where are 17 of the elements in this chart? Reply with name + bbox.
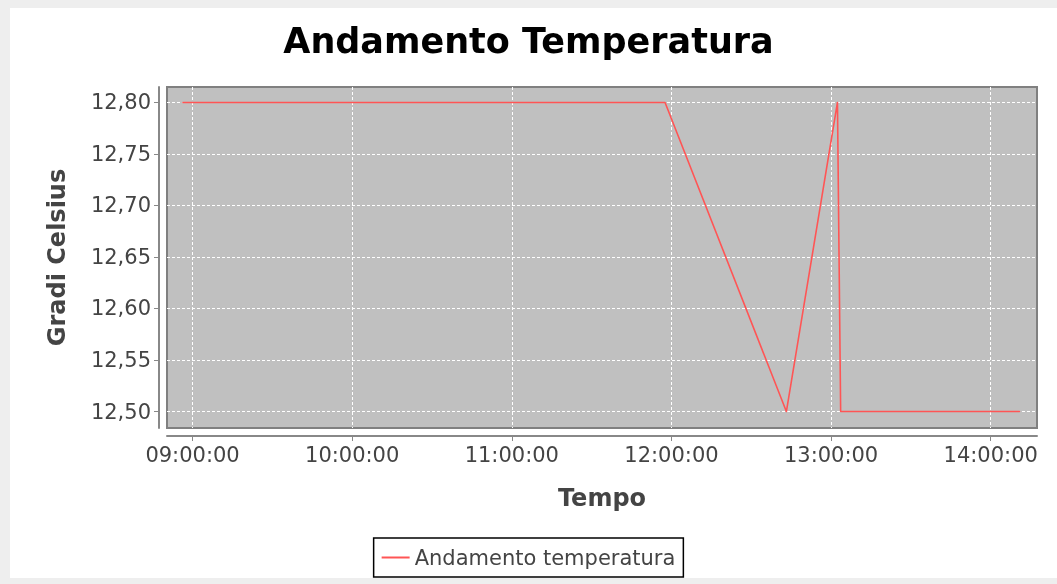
y-tick-label: 12,65 <box>90 244 151 269</box>
y-tick-label: 12,50 <box>90 399 151 424</box>
y-tick-label: 12,70 <box>90 193 151 218</box>
legend-label: Andamento temperatura <box>414 545 676 570</box>
y-tick-label: 12,55 <box>90 348 151 373</box>
y-tick-label: 12,80 <box>90 90 151 115</box>
x-tick-label: 12:00:00 <box>624 442 719 467</box>
y-tick-label: 12,75 <box>90 141 151 166</box>
y-axis-title: Gradi Celsius <box>43 168 71 347</box>
x-tick-label: 09:00:00 <box>145 442 240 467</box>
x-axis-title: Tempo <box>557 484 647 512</box>
x-tick-label: 11:00:00 <box>464 442 559 467</box>
y-tick-label: 12,60 <box>90 296 151 321</box>
x-tick-label: 14:00:00 <box>943 442 1038 467</box>
x-tick-label: 10:00:00 <box>305 442 400 467</box>
x-tick-label: 13:00:00 <box>783 442 879 467</box>
chart-title: Andamento Temperatura <box>283 20 774 61</box>
